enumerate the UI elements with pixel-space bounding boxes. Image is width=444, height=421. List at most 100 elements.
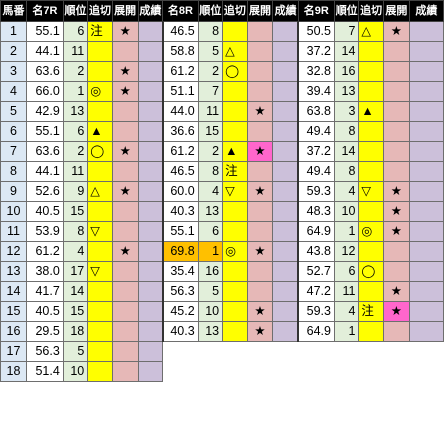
development-mark-cell[interactable]: ★ <box>111 181 139 202</box>
development-mark-cell[interactable] <box>246 41 274 62</box>
training-mark-cell[interactable]: ◎ <box>358 221 384 242</box>
rank-cell[interactable]: 13 <box>197 201 224 222</box>
training-mark-cell[interactable] <box>87 301 113 322</box>
development-mark-cell[interactable]: ★ <box>111 241 139 262</box>
index-score-cell[interactable]: 56.3 <box>25 341 64 362</box>
index-score-cell[interactable]: 51.4 <box>25 361 64 382</box>
development-mark-cell[interactable] <box>111 121 139 142</box>
result-cell[interactable] <box>137 341 164 362</box>
development-mark-cell[interactable]: ★ <box>246 141 274 162</box>
rank-cell[interactable]: 6 <box>62 121 89 142</box>
rank-cell[interactable]: 3 <box>333 101 360 122</box>
index-score-cell[interactable]: 40.3 <box>161 201 199 222</box>
index-score-cell[interactable]: 46.5 <box>161 161 199 182</box>
horse-number-cell[interactable]: 16 <box>0 321 27 342</box>
development-mark-cell[interactable] <box>382 41 410 62</box>
training-mark-cell[interactable] <box>87 101 113 122</box>
index-score-cell[interactable]: 49.4 <box>297 161 335 182</box>
development-mark-cell[interactable]: ★ <box>246 241 274 262</box>
training-mark-cell[interactable]: ▲ <box>87 121 113 142</box>
training-mark-cell[interactable]: ◯ <box>222 61 248 82</box>
training-mark-cell[interactable] <box>358 241 384 262</box>
development-mark-cell[interactable] <box>382 101 410 122</box>
index-score-cell[interactable]: 60.0 <box>161 181 199 202</box>
development-mark-cell[interactable] <box>382 261 410 282</box>
index-score-cell[interactable]: 47.2 <box>297 281 335 302</box>
horse-number-cell[interactable]: 1 <box>0 21 27 42</box>
result-cell[interactable] <box>137 221 164 242</box>
index-score-cell[interactable]: 58.8 <box>161 41 199 62</box>
horse-number-cell[interactable]: 9 <box>0 181 27 202</box>
development-mark-cell[interactable] <box>111 281 139 302</box>
rank-cell[interactable]: 4 <box>62 241 89 262</box>
development-mark-cell[interactable]: ★ <box>382 281 410 302</box>
index-score-cell[interactable]: 43.8 <box>297 241 335 262</box>
rank-cell[interactable]: 1 <box>333 321 360 342</box>
result-cell[interactable] <box>408 81 444 102</box>
result-cell[interactable] <box>137 61 164 82</box>
training-mark-cell[interactable] <box>222 261 248 282</box>
result-cell[interactable] <box>137 201 164 222</box>
index-score-cell[interactable]: 61.2 <box>161 61 199 82</box>
result-cell[interactable] <box>408 161 444 182</box>
index-score-cell[interactable]: 52.6 <box>25 181 64 202</box>
column-header[interactable]: 順位 <box>62 0 89 22</box>
training-mark-cell[interactable] <box>87 361 113 382</box>
training-mark-cell[interactable]: ◯ <box>358 261 384 282</box>
horse-number-cell[interactable]: 11 <box>0 221 27 242</box>
index-score-cell[interactable]: 63.6 <box>25 141 64 162</box>
index-score-cell[interactable]: 42.9 <box>25 101 64 122</box>
index-score-cell[interactable]: 64.9 <box>297 321 335 342</box>
training-mark-cell[interactable] <box>222 301 248 322</box>
horse-number-cell[interactable]: 7 <box>0 141 27 162</box>
training-mark-cell[interactable] <box>222 121 248 142</box>
development-mark-cell[interactable]: ★ <box>111 141 139 162</box>
development-mark-cell[interactable] <box>246 81 274 102</box>
training-mark-cell[interactable] <box>222 221 248 242</box>
training-mark-cell[interactable]: 注 <box>87 21 113 42</box>
result-cell[interactable] <box>137 321 164 342</box>
rank-cell[interactable]: 7 <box>333 21 360 42</box>
training-mark-cell[interactable] <box>87 41 113 62</box>
index-score-cell[interactable]: 44.1 <box>25 161 64 182</box>
rank-cell[interactable]: 10 <box>62 361 89 382</box>
rank-cell[interactable]: 14 <box>62 281 89 302</box>
development-mark-cell[interactable] <box>111 201 139 222</box>
rank-cell[interactable]: 5 <box>197 41 224 62</box>
training-mark-cell[interactable] <box>87 341 113 362</box>
rank-cell[interactable]: 11 <box>333 281 360 302</box>
training-mark-cell[interactable] <box>87 281 113 302</box>
training-mark-cell[interactable] <box>358 121 384 142</box>
result-cell[interactable] <box>408 181 444 202</box>
rank-cell[interactable]: 7 <box>197 81 224 102</box>
training-mark-cell[interactable] <box>87 161 113 182</box>
result-cell[interactable] <box>408 321 444 342</box>
result-cell[interactable] <box>272 81 299 102</box>
index-score-cell[interactable]: 46.5 <box>161 21 199 42</box>
index-score-cell[interactable]: 40.5 <box>25 301 64 322</box>
training-mark-cell[interactable] <box>222 281 248 302</box>
rank-cell[interactable]: 14 <box>333 41 360 62</box>
development-mark-cell[interactable] <box>246 161 274 182</box>
training-mark-cell[interactable] <box>358 161 384 182</box>
development-mark-cell[interactable]: ★ <box>111 21 139 42</box>
column-header[interactable]: 成績 <box>137 0 164 22</box>
index-score-cell[interactable]: 41.7 <box>25 281 64 302</box>
index-score-cell[interactable]: 38.0 <box>25 261 64 282</box>
development-mark-cell[interactable] <box>246 201 274 222</box>
index-score-cell[interactable]: 61.2 <box>161 141 199 162</box>
index-score-cell[interactable]: 59.3 <box>297 181 335 202</box>
column-header[interactable]: 成績 <box>408 0 444 22</box>
result-cell[interactable] <box>408 301 444 322</box>
index-score-cell[interactable]: 64.9 <box>297 221 335 242</box>
result-cell[interactable] <box>137 41 164 62</box>
training-mark-cell[interactable] <box>222 21 248 42</box>
rank-cell[interactable]: 10 <box>197 301 224 322</box>
result-cell[interactable] <box>137 261 164 282</box>
rank-cell[interactable]: 1 <box>62 81 89 102</box>
index-score-cell[interactable]: 55.1 <box>25 121 64 142</box>
rank-cell[interactable]: 6 <box>197 221 224 242</box>
index-score-cell[interactable]: 59.3 <box>297 301 335 322</box>
development-mark-cell[interactable] <box>382 161 410 182</box>
training-mark-cell[interactable] <box>358 141 384 162</box>
